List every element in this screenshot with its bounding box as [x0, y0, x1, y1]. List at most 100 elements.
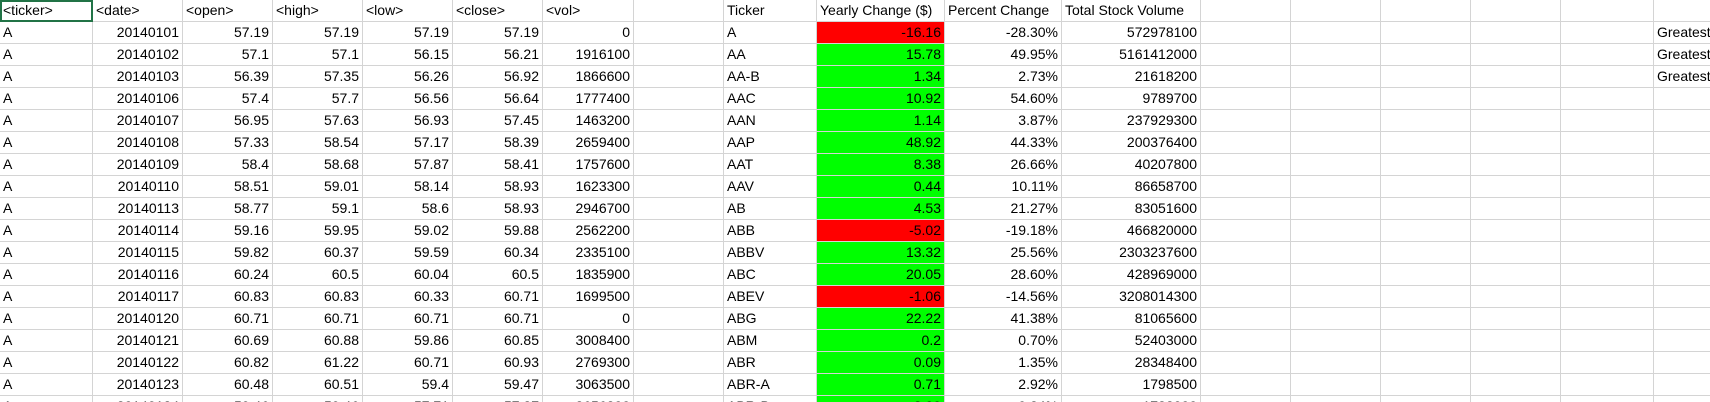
stock-data-cell[interactable]: 60.83 [273, 286, 363, 308]
empty-cell[interactable] [634, 176, 724, 198]
stock-data-cell[interactable]: 1866600 [543, 66, 634, 88]
empty-cell[interactable] [1291, 352, 1381, 374]
stock-data-cell[interactable]: 20140117 [93, 286, 183, 308]
stock-data-cell[interactable]: 58.4 [183, 154, 273, 176]
stock-data-cell[interactable]: 59.82 [183, 242, 273, 264]
empty-cell[interactable] [1561, 110, 1654, 132]
stock-header-cell[interactable]: <date> [93, 0, 183, 22]
stock-header-cell[interactable]: <vol> [543, 0, 634, 22]
stock-data-cell[interactable]: 58.54 [273, 132, 363, 154]
stock-data-cell[interactable]: 58.41 [453, 154, 543, 176]
summary-data-cell[interactable]: AAT [724, 154, 817, 176]
stock-data-cell[interactable]: A [0, 264, 93, 286]
empty-cell[interactable] [1201, 132, 1291, 154]
stock-data-cell[interactable]: 1699500 [543, 286, 634, 308]
summary-data-cell[interactable]: 83051600 [1062, 198, 1201, 220]
empty-cell[interactable] [634, 110, 724, 132]
empty-cell[interactable] [1471, 242, 1561, 264]
empty-cell[interactable] [1561, 308, 1654, 330]
empty-cell[interactable] [1201, 220, 1291, 242]
empty-cell[interactable] [1654, 88, 1710, 110]
summary-header-cell[interactable]: Total Stock Volume [1062, 0, 1201, 22]
empty-cell[interactable] [1471, 176, 1561, 198]
stock-data-cell[interactable]: 58.77 [183, 198, 273, 220]
empty-cell[interactable] [634, 242, 724, 264]
summary-data-cell[interactable]: 21.27% [945, 198, 1062, 220]
empty-cell[interactable] [1654, 374, 1710, 396]
empty-cell[interactable] [1654, 308, 1710, 330]
stock-data-cell[interactable]: 2335100 [543, 242, 634, 264]
stock-data-cell[interactable]: A [0, 308, 93, 330]
stock-header-cell[interactable]: <high> [273, 0, 363, 22]
empty-cell[interactable] [1201, 88, 1291, 110]
empty-cell[interactable] [1561, 396, 1654, 402]
empty-cell[interactable] [1291, 242, 1381, 264]
yearly-change-cell[interactable]: -5.02 [817, 220, 945, 242]
greatest-header-blank[interactable] [1654, 0, 1710, 22]
empty-cell[interactable] [1291, 66, 1381, 88]
empty-cell[interactable] [1201, 0, 1291, 22]
stock-data-cell[interactable]: A [0, 132, 93, 154]
stock-data-cell[interactable]: A [0, 374, 93, 396]
empty-cell[interactable] [1561, 154, 1654, 176]
empty-cell[interactable] [1654, 198, 1710, 220]
stock-data-cell[interactable]: 59.01 [273, 176, 363, 198]
stock-data-cell[interactable]: 1463200 [543, 110, 634, 132]
yearly-change-cell[interactable]: 15.78 [817, 44, 945, 66]
summary-data-cell[interactable]: ABB [724, 220, 817, 242]
empty-cell[interactable] [634, 198, 724, 220]
stock-data-cell[interactable]: 59.02 [363, 220, 453, 242]
empty-cell[interactable] [1201, 374, 1291, 396]
stock-data-cell[interactable]: 57.19 [273, 22, 363, 44]
stock-data-cell[interactable]: 60.34 [453, 242, 543, 264]
yearly-change-cell[interactable]: -16.16 [817, 22, 945, 44]
empty-cell[interactable] [1381, 44, 1471, 66]
stock-data-cell[interactable]: 20140109 [93, 154, 183, 176]
empty-cell[interactable] [634, 220, 724, 242]
stock-data-cell[interactable]: 59.1 [273, 198, 363, 220]
summary-data-cell[interactable]: -28.30% [945, 22, 1062, 44]
empty-cell[interactable] [1201, 396, 1291, 402]
stock-data-cell[interactable]: 60.69 [183, 330, 273, 352]
stock-data-cell[interactable]: 56.26 [363, 66, 453, 88]
empty-cell[interactable] [1654, 330, 1710, 352]
empty-cell[interactable] [1471, 66, 1561, 88]
empty-cell[interactable] [634, 396, 724, 402]
summary-data-cell[interactable]: ABR [724, 352, 817, 374]
yearly-change-cell[interactable]: 48.92 [817, 132, 945, 154]
stock-data-cell[interactable]: 56.21 [453, 44, 543, 66]
stock-data-cell[interactable]: 60.71 [273, 308, 363, 330]
empty-cell[interactable] [1381, 286, 1471, 308]
summary-data-cell[interactable]: 1722000 [1062, 396, 1201, 402]
stock-data-cell[interactable]: 20140108 [93, 132, 183, 154]
summary-data-cell[interactable]: 41.38% [945, 308, 1062, 330]
empty-cell[interactable] [634, 22, 724, 44]
stock-data-cell[interactable]: 57.63 [273, 110, 363, 132]
empty-cell[interactable] [1471, 220, 1561, 242]
empty-cell[interactable] [1561, 22, 1654, 44]
stock-data-cell[interactable]: 59.4 [363, 374, 453, 396]
empty-cell[interactable] [1201, 264, 1291, 286]
empty-cell[interactable] [1291, 396, 1381, 402]
empty-cell[interactable] [1654, 220, 1710, 242]
stock-data-cell[interactable]: 60.5 [273, 264, 363, 286]
empty-cell[interactable] [1381, 352, 1471, 374]
empty-cell[interactable] [1561, 0, 1654, 22]
empty-cell[interactable] [1381, 374, 1471, 396]
summary-data-cell[interactable]: 28348400 [1062, 352, 1201, 374]
empty-cell[interactable] [1381, 154, 1471, 176]
summary-data-cell[interactable]: 25.56% [945, 242, 1062, 264]
summary-data-cell[interactable]: AA-B [724, 66, 817, 88]
yearly-change-cell[interactable]: 13.32 [817, 242, 945, 264]
stock-data-cell[interactable]: 56.95 [183, 110, 273, 132]
empty-cell[interactable] [1291, 176, 1381, 198]
summary-data-cell[interactable]: 2.92% [945, 374, 1062, 396]
stock-data-cell[interactable]: 60.04 [363, 264, 453, 286]
summary-data-cell[interactable]: AAP [724, 132, 817, 154]
stock-data-cell[interactable]: 56.39 [183, 66, 273, 88]
summary-data-cell[interactable]: 1798500 [1062, 374, 1201, 396]
empty-cell[interactable] [1654, 110, 1710, 132]
summary-data-cell[interactable]: AAV [724, 176, 817, 198]
stock-data-cell[interactable]: 1757600 [543, 154, 634, 176]
stock-data-cell[interactable]: 2769300 [543, 352, 634, 374]
